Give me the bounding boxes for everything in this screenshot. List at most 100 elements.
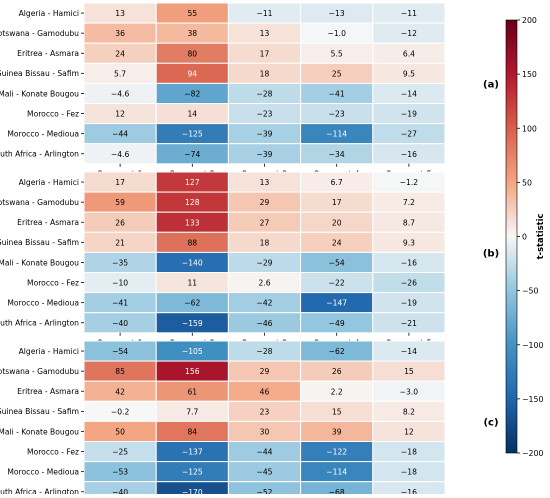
colorbar-gradient [505, 19, 518, 454]
panel-label: (c) [483, 417, 498, 428]
cell-value-label: −25 [112, 448, 128, 457]
cell-value-label: −10 [112, 279, 128, 288]
cell-value-label: 8.7 [403, 218, 415, 227]
cell-value-label: −46 [256, 319, 272, 328]
cell-value-label: 42 [115, 387, 125, 396]
cell-value-label: 38 [187, 29, 197, 38]
cell-value-label: −11 [256, 9, 272, 18]
cell-value-label: −122 [326, 448, 347, 457]
colorbar-tick-label: 0 [522, 233, 527, 242]
cell-value-label: −23 [256, 110, 272, 119]
cell-value-label: −28 [256, 347, 272, 356]
cell-value-label: −3.0 [400, 387, 419, 396]
cell-value-label: 5.7 [114, 69, 126, 78]
cell-value-label: −62 [329, 347, 345, 356]
cell-value-label: −42 [256, 299, 272, 308]
colorbar: 200 150 100 50 0 −50 −100 −150 −200 t-statistic [505, 16, 545, 458]
cell-value-label: 15 [404, 367, 414, 376]
cell-value-label: 6.7 [331, 178, 343, 187]
row-label: South Africa - Arlington [0, 150, 79, 159]
row-label: Guinea Bissau - Safim [0, 407, 79, 416]
cell-value-label: −23 [329, 110, 345, 119]
cell-value-label: −53 [112, 468, 128, 477]
cell-value-label: 17 [115, 178, 125, 187]
colorbar-tick-label: 50 [522, 178, 532, 187]
cell-value-label: −125 [182, 130, 203, 139]
cell-value-label: 94 [187, 69, 197, 78]
row-label: Morocco - Medioua [7, 298, 79, 307]
cell-value-label: 27 [260, 218, 270, 227]
colorbar-tick-label: −150 [522, 395, 543, 404]
cell-value-label: −170 [182, 488, 203, 494]
cell-value-label: 2.2 [331, 387, 343, 396]
cell-value-label: 11 [187, 279, 197, 288]
cell-value-label: −140 [182, 258, 203, 267]
cell-value-label: −39 [256, 130, 272, 139]
cell-value-label: −4.6 [111, 89, 130, 98]
row-label: Mali - Konate Bougou [0, 89, 79, 98]
row-label: Morocco - Fez [27, 447, 79, 456]
cell-value-label: −68 [329, 488, 345, 494]
cell-value-label: 13 [260, 29, 270, 38]
cell-value-label: 24 [115, 49, 125, 58]
cell-value-label: −105 [182, 347, 203, 356]
cell-value-label: 23 [260, 407, 270, 416]
cell-value-label: 46 [260, 387, 270, 396]
panel-label: (b) [483, 248, 499, 259]
cell-value-label: −22 [329, 279, 345, 288]
cell-value-label: 128 [185, 198, 200, 207]
cell-value-label: −1.2 [400, 178, 419, 187]
cell-value-label: 156 [185, 367, 200, 376]
cell-value-label: −21 [401, 319, 417, 328]
cell-value-label: −62 [184, 299, 200, 308]
cell-value-label: 84 [187, 427, 197, 436]
cell-value-label: 7.2 [403, 198, 415, 207]
cell-value-label: 61 [187, 387, 197, 396]
cell-value-label: −125 [182, 468, 203, 477]
cell-value-label: 5.5 [331, 49, 343, 58]
cell-value-label: −54 [112, 347, 128, 356]
cell-value-label: −82 [184, 89, 200, 98]
row-label: South Africa - Arlington [0, 319, 79, 328]
cell-value-label: −16 [401, 150, 417, 159]
row-label: Botswana - Gamodubu [0, 367, 79, 376]
cell-value-label: −54 [329, 258, 345, 267]
cell-value-label: 24 [332, 238, 342, 247]
cell-value-label: 8.2 [403, 407, 415, 416]
heatmap-panel-3: −54 −105 −28 −62 −14 85 156 29 26 15 42 61 46 2.2 −3.0… [0, 340, 499, 498]
colorbar-tick-label: 100 [522, 124, 537, 133]
cell-value-label: 133 [185, 218, 200, 227]
colorbar-label: t-statistic [535, 214, 545, 260]
cell-value-label: 17 [332, 198, 342, 207]
cell-value-label: 7.7 [186, 407, 198, 416]
row-label: Eritrea - Asmara [17, 218, 79, 227]
cell-value-label: 26 [332, 367, 342, 376]
cell-value-label: −19 [401, 110, 417, 119]
cell-value-label: 13 [115, 9, 125, 18]
row-label: Eritrea - Asmara [17, 387, 79, 396]
cell-value-label: 88 [187, 238, 197, 247]
cell-value-label: −14 [401, 347, 417, 356]
heatmap-panel-1: 13 55 −11 −13 −11 36 38 13 −1.0 −12 24 80 17 5.5 6.4 5.… [0, 2, 499, 179]
cell-value-label: −28 [256, 89, 272, 98]
cell-value-label: 18 [260, 69, 270, 78]
cell-value-label: −114 [326, 130, 347, 139]
cell-value-label: −19 [401, 299, 417, 308]
cell-value-label: 25 [332, 69, 342, 78]
row-label: Eritrea - Asmara [17, 49, 79, 58]
row-label: Algeria - Hamici [19, 178, 79, 187]
cell-value-label: −27 [401, 130, 417, 139]
cell-value-label: 59 [115, 198, 125, 207]
cell-value-label: −40 [112, 319, 128, 328]
cell-value-label: 17 [260, 49, 270, 58]
cell-value-label: −0.2 [111, 407, 130, 416]
cell-value-label: −1.0 [327, 29, 346, 38]
cell-value-label: −14 [401, 89, 417, 98]
cell-value-label: −137 [182, 448, 203, 457]
cell-value-label: 6.4 [403, 49, 415, 58]
cell-value-label: −147 [326, 299, 347, 308]
cell-value-label: 18 [260, 238, 270, 247]
cell-value-label: 39 [332, 427, 342, 436]
row-label: Algeria - Hamici [19, 347, 79, 356]
